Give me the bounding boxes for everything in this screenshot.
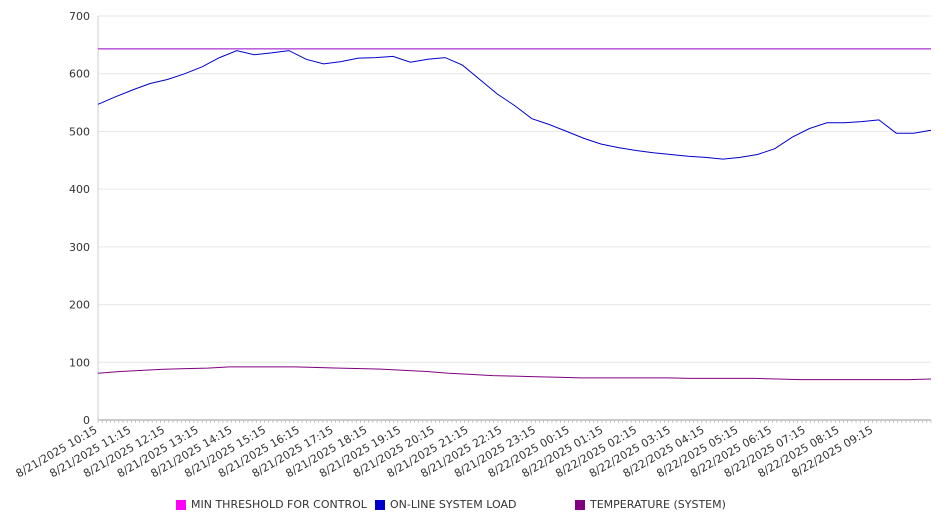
y-tick-label: 400 <box>69 183 90 196</box>
legend-label-threshold: MIN THRESHOLD FOR CONTROL <box>191 498 367 511</box>
y-tick-label: 300 <box>69 241 90 254</box>
x-axis-ticks <box>97 420 932 423</box>
y-tick-label: 700 <box>69 10 90 23</box>
series-line-2 <box>97 366 932 381</box>
legend-swatch-temperature <box>575 499 585 510</box>
y-tick-label: 200 <box>69 299 90 312</box>
y-tick-label: 0 <box>83 414 90 427</box>
series-lines <box>97 48 932 381</box>
legend: MIN THRESHOLD FOR CONTROL ON-LINE SYSTEM… <box>0 498 946 514</box>
legend-label-temperature: TEMPERATURE (SYSTEM) <box>590 498 726 511</box>
grid-lines <box>98 15 931 421</box>
y-tick-label: 500 <box>69 125 90 138</box>
legend-item-system-load: ON-LINE SYSTEM LOAD <box>375 498 516 511</box>
legend-item-threshold: MIN THRESHOLD FOR CONTROL <box>176 498 367 511</box>
legend-swatch-threshold <box>176 499 186 510</box>
legend-item-temperature: TEMPERATURE (SYSTEM) <box>575 498 726 511</box>
y-tick-label: 100 <box>69 356 90 369</box>
series-line-1 <box>97 50 932 160</box>
x-axis-tick-labels: 8/21/2025 10:158/21/2025 11:158/21/2025 … <box>14 423 876 480</box>
y-axis-tick-labels: 0 100 200 300 400 500 600 700 <box>69 10 90 427</box>
axes <box>97 16 931 421</box>
legend-label-system-load: ON-LINE SYSTEM LOAD <box>390 498 517 511</box>
y-tick-label: 600 <box>69 68 90 81</box>
legend-swatch-system-load <box>375 499 385 510</box>
